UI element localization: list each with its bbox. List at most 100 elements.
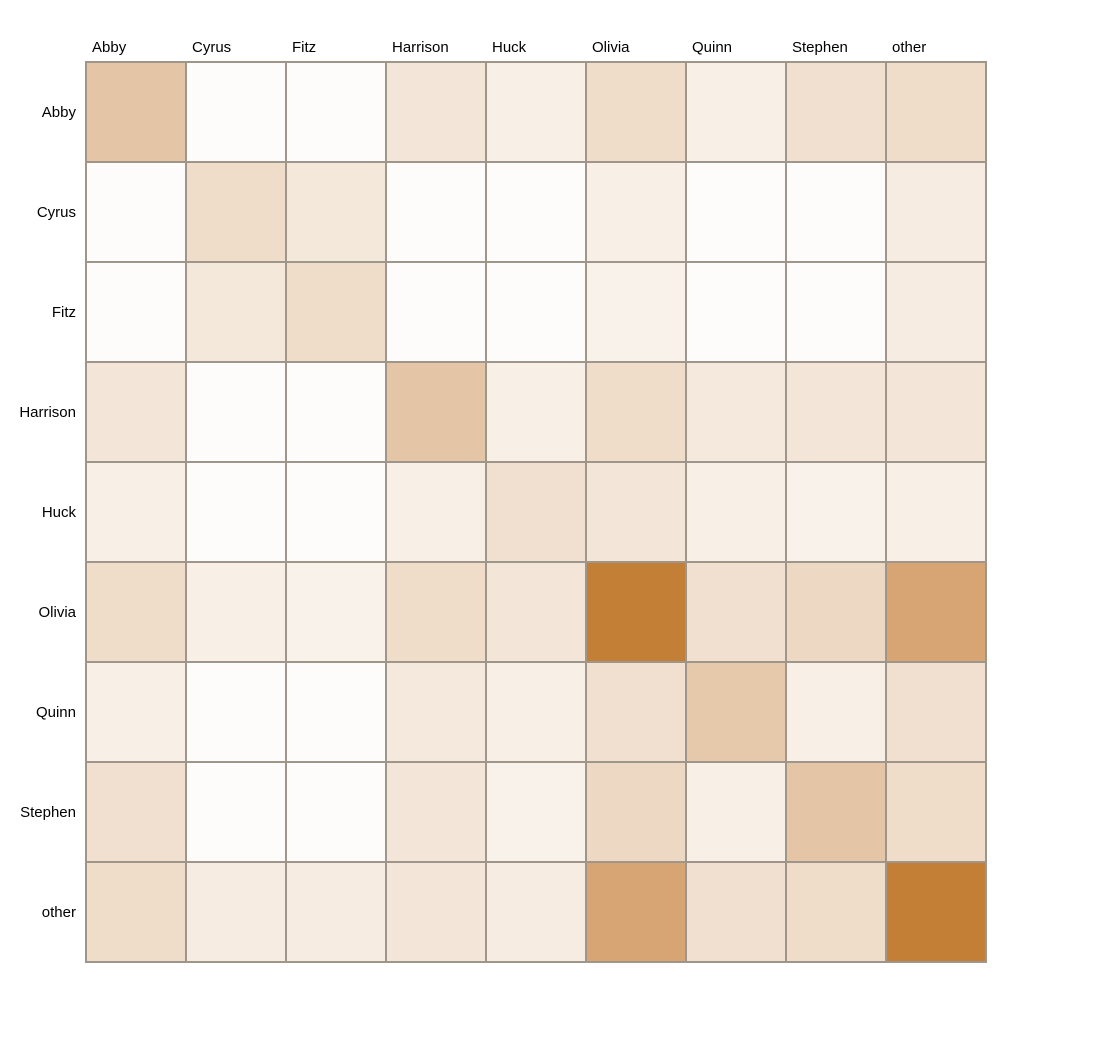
heatmap-cell — [285, 361, 387, 463]
heatmap-cell — [285, 461, 387, 563]
column-label: Abby — [92, 39, 127, 56]
heatmap-cell — [85, 361, 187, 463]
row-label: Harrison — [19, 404, 76, 421]
heatmap-cell — [485, 361, 587, 463]
heatmap-cell — [885, 61, 987, 163]
heatmap-cell — [285, 161, 387, 263]
heatmap-cell — [185, 761, 287, 863]
heatmap-cell — [485, 461, 587, 563]
column-label: Quinn — [692, 39, 732, 56]
heatmap-cell — [785, 461, 887, 563]
row-label: Quinn — [36, 704, 76, 721]
row-label: Olivia — [38, 604, 76, 621]
heatmap-cell — [585, 61, 687, 163]
row-label: Cyrus — [37, 204, 76, 221]
heatmap-cell — [785, 361, 887, 463]
heatmap-cell — [685, 761, 787, 863]
heatmap-cell — [785, 261, 887, 363]
heatmap-cell — [485, 561, 587, 663]
heatmap-cell — [885, 661, 987, 763]
heatmap-cell — [285, 561, 387, 663]
column-label: Fitz — [292, 39, 316, 56]
heatmap-cell — [185, 561, 287, 663]
heatmap-cell — [385, 461, 487, 563]
heatmap-cell — [285, 661, 387, 763]
heatmap-cell — [385, 761, 487, 863]
heatmap-cell — [785, 61, 887, 163]
heatmap-cell — [685, 461, 787, 563]
heatmap-cell — [685, 161, 787, 263]
heatmap-cell — [885, 561, 987, 663]
row-labels: Abby Cyrus Fitz Harrison Huck Olivia Quinn Step… — [19, 104, 76, 921]
row-label: Abby — [42, 104, 77, 121]
heatmap-cell — [85, 561, 187, 663]
heatmap-cell — [385, 861, 487, 963]
heatmap-cell — [485, 661, 587, 763]
heatmap-cell — [385, 61, 487, 163]
heatmap-cell — [185, 161, 287, 263]
heatmap-cell — [85, 761, 187, 863]
heatmap-cell — [885, 261, 987, 363]
heatmap-cell — [685, 261, 787, 363]
row-label: Stephen — [20, 804, 76, 821]
heatmap-cell — [585, 861, 687, 963]
heatmap-cell — [685, 861, 787, 963]
column-label: Olivia — [592, 39, 630, 56]
heatmap-cell — [185, 461, 287, 563]
heatmap-cell — [485, 61, 587, 163]
heatmap-cell — [885, 361, 987, 463]
heatmap-cell — [185, 361, 287, 463]
heatmap-cell — [685, 61, 787, 163]
heatmap-cell — [385, 661, 487, 763]
heatmap-cell — [885, 161, 987, 263]
heatmap-cell — [85, 261, 187, 363]
heatmap-cell — [585, 561, 687, 663]
heatmap-cell — [585, 461, 687, 563]
heatmap-cell — [785, 861, 887, 963]
heatmap-cell — [85, 461, 187, 563]
heatmap-cell — [85, 61, 187, 163]
heatmap-cell — [285, 261, 387, 363]
heatmap-cell — [485, 261, 587, 363]
heatmap-cell — [785, 661, 887, 763]
column-label: Huck — [492, 39, 527, 56]
heatmap-cell — [385, 261, 487, 363]
column-label: other — [892, 39, 926, 56]
heatmap-cell — [85, 661, 187, 763]
heatmap-cell — [185, 661, 287, 763]
heatmap-cell — [85, 861, 187, 963]
heatmap-cell — [885, 461, 987, 563]
heatmap-cell — [185, 861, 287, 963]
heatmap-cell — [685, 361, 787, 463]
heatmap-cell — [585, 261, 687, 363]
heatmap-cell — [485, 761, 587, 863]
heatmap-cell — [885, 861, 987, 963]
heatmap-cell — [785, 561, 887, 663]
row-label: other — [42, 904, 76, 921]
row-label: Fitz — [52, 304, 76, 321]
heatmap-cell — [185, 261, 287, 363]
heatmap-cell — [685, 661, 787, 763]
heatmap-cells — [85, 61, 987, 963]
column-label: Cyrus — [192, 39, 231, 56]
heatmap-cell — [585, 361, 687, 463]
heatmap-cell — [485, 161, 587, 263]
heatmap-cell — [685, 561, 787, 663]
row-label: Huck — [42, 504, 77, 521]
heatmap-cell — [385, 361, 487, 463]
heatmap-cell — [585, 661, 687, 763]
heatmap-cell — [585, 761, 687, 863]
heatmap-cell — [285, 861, 387, 963]
heatmap-cell — [385, 161, 487, 263]
heatmap-cell — [485, 861, 587, 963]
heatmap-cell — [185, 61, 287, 163]
heatmap-cell — [385, 561, 487, 663]
column-label: Harrison — [392, 39, 449, 56]
heatmap-cell — [285, 61, 387, 163]
heatmap-cell — [285, 761, 387, 863]
heatmap-cell — [585, 161, 687, 263]
heatmap-cell — [785, 761, 887, 863]
column-label: Stephen — [792, 39, 848, 56]
heatmap-cell — [785, 161, 887, 263]
